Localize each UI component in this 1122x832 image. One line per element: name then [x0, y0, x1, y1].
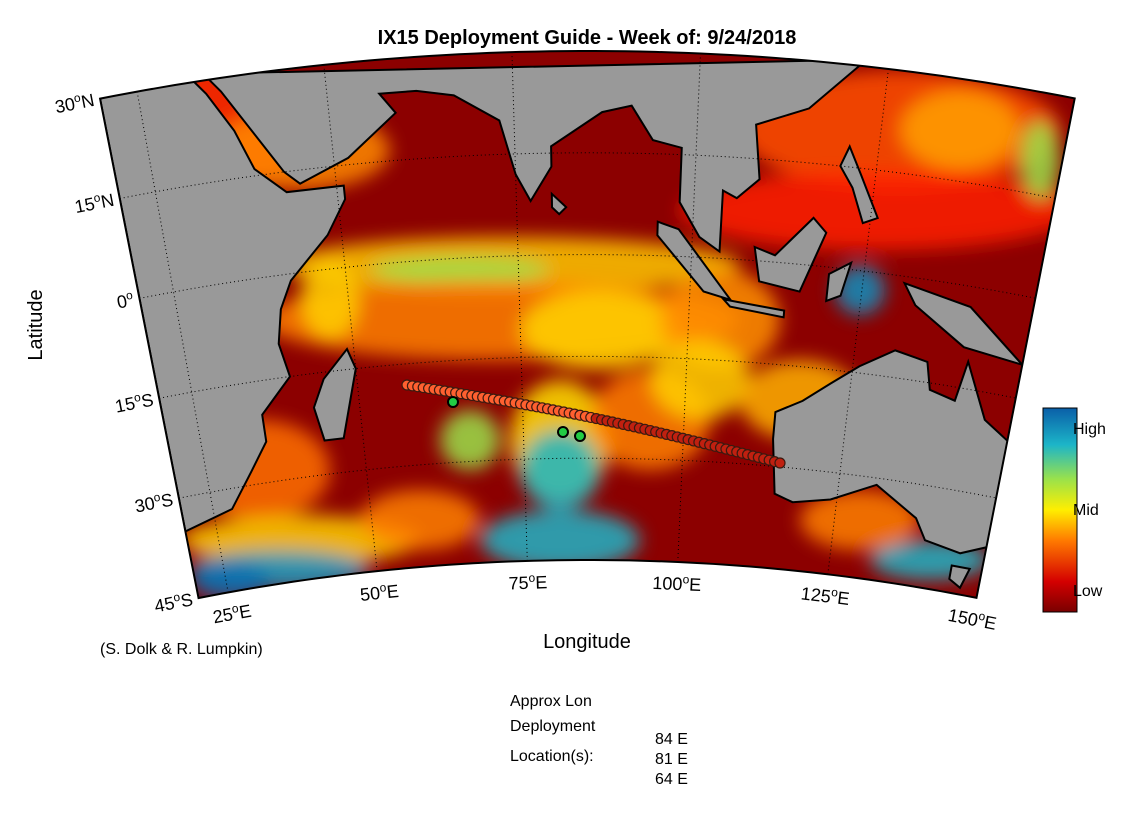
- tick-part: o: [831, 585, 840, 600]
- deployment-point: [574, 430, 586, 442]
- note: Location(s):: [510, 748, 594, 765]
- colorbar-label: High: [1073, 421, 1106, 438]
- tick-part: E: [982, 612, 998, 634]
- tick-part: 15: [113, 393, 136, 416]
- grid-line: [677, 53, 702, 563]
- lon-tick-label: 150oE: [946, 603, 998, 634]
- tick-part: 50: [359, 583, 381, 605]
- lat-tick-label: 15oN: [73, 188, 116, 217]
- heat-blob: [300, 260, 360, 340]
- heat-blob: [1020, 120, 1060, 200]
- heat-blob: [480, 510, 640, 570]
- longitude: 81 E: [655, 751, 688, 768]
- ocean: [100, 51, 1075, 599]
- tick-part: E: [535, 572, 548, 592]
- land: [902, 281, 1026, 367]
- heat-blob: [800, 490, 920, 550]
- tick-part: o: [379, 580, 387, 595]
- tick-part: 100: [652, 573, 683, 594]
- heat-blob: [440, 410, 500, 470]
- land: [100, 74, 347, 533]
- map-frame: [98, 50, 1076, 600]
- heat-blob: [835, 265, 885, 315]
- land: [656, 220, 734, 302]
- tick-part: o: [528, 571, 535, 585]
- lat-tick-label: 45oS: [152, 587, 194, 616]
- land: [720, 297, 786, 319]
- tick-part: o: [133, 390, 143, 405]
- title: IX15 Deployment Guide - Week of: 9/24/20…: [378, 27, 797, 49]
- heat-blob: [360, 490, 480, 550]
- heat-blob: [370, 256, 550, 284]
- tick-part: 125: [800, 583, 832, 606]
- lon-tick-label: 25oE: [211, 599, 253, 628]
- y-label: Latitude: [25, 289, 47, 360]
- x-label: Longitude: [543, 631, 631, 653]
- land: [200, 58, 870, 254]
- tick-part: o: [152, 490, 162, 505]
- heat-blob: [520, 430, 600, 510]
- heat-blob: [520, 290, 680, 370]
- colorbar-label: Mid: [1073, 502, 1099, 519]
- grid-line: [119, 152, 1056, 200]
- deployment-point: [447, 396, 459, 408]
- longitude: 84 E: [655, 731, 688, 748]
- tick-part: 0: [115, 291, 129, 313]
- note: Approx Lon: [510, 693, 592, 710]
- lon-tick-label: 50oE: [359, 579, 400, 605]
- grid-line: [511, 52, 528, 561]
- tick-part: E: [386, 581, 400, 602]
- grid-line: [323, 64, 378, 572]
- tick-part: N: [80, 90, 97, 112]
- deployment-point: [557, 426, 569, 438]
- grid-line: [827, 68, 889, 575]
- tick-part: o: [73, 90, 83, 105]
- tick-part: 30: [53, 94, 76, 117]
- tick-part: 150: [946, 605, 979, 630]
- colorbar: [1042, 407, 1078, 613]
- tick-part: E: [836, 588, 850, 609]
- tick-part: 30: [133, 493, 156, 516]
- heat-blob: [650, 340, 750, 420]
- land: [550, 191, 568, 216]
- land: [312, 347, 357, 442]
- tick-part: 25: [211, 604, 234, 627]
- heat-blob: [190, 560, 270, 599]
- tick-part: 75: [508, 573, 529, 594]
- lat-tick-label: 30oS: [133, 488, 175, 517]
- lat-tick-label: 15oS: [113, 388, 155, 417]
- track-point: [774, 457, 786, 469]
- tick-part: S: [179, 589, 195, 611]
- lat-tick-label: 30oN: [53, 88, 96, 117]
- tick-part: o: [125, 288, 135, 303]
- tick-part: o: [172, 590, 182, 605]
- land: [753, 216, 828, 293]
- lon-tick-label: 75oE: [508, 570, 547, 593]
- lon-tick-label: 100oE: [652, 571, 702, 595]
- land: [825, 260, 853, 303]
- lat-tick-label: 0o: [115, 288, 136, 313]
- tick-part: o: [977, 609, 987, 624]
- grid-line: [136, 91, 229, 593]
- note: Deployment: [510, 718, 596, 735]
- tick-part: 15: [73, 194, 96, 217]
- tick-part: o: [682, 572, 690, 586]
- tick-part: 45: [153, 593, 176, 616]
- heat-blob: [900, 90, 1020, 170]
- lon-tick-label: 125oE: [800, 581, 851, 609]
- tick-part: S: [159, 489, 175, 511]
- tick-part: N: [99, 190, 116, 212]
- tick-part: o: [231, 601, 240, 616]
- tick-part: o: [92, 190, 102, 205]
- tick-part: E: [689, 575, 702, 596]
- longitude: 64 E: [655, 771, 688, 788]
- credit: (S. Dolk & R. Lumpkin): [100, 641, 263, 658]
- tick-part: E: [238, 601, 253, 623]
- colorbar-label: Low: [1073, 583, 1103, 600]
- land: [948, 564, 972, 590]
- tick-part: S: [140, 390, 156, 412]
- heat-blob: [680, 170, 1075, 250]
